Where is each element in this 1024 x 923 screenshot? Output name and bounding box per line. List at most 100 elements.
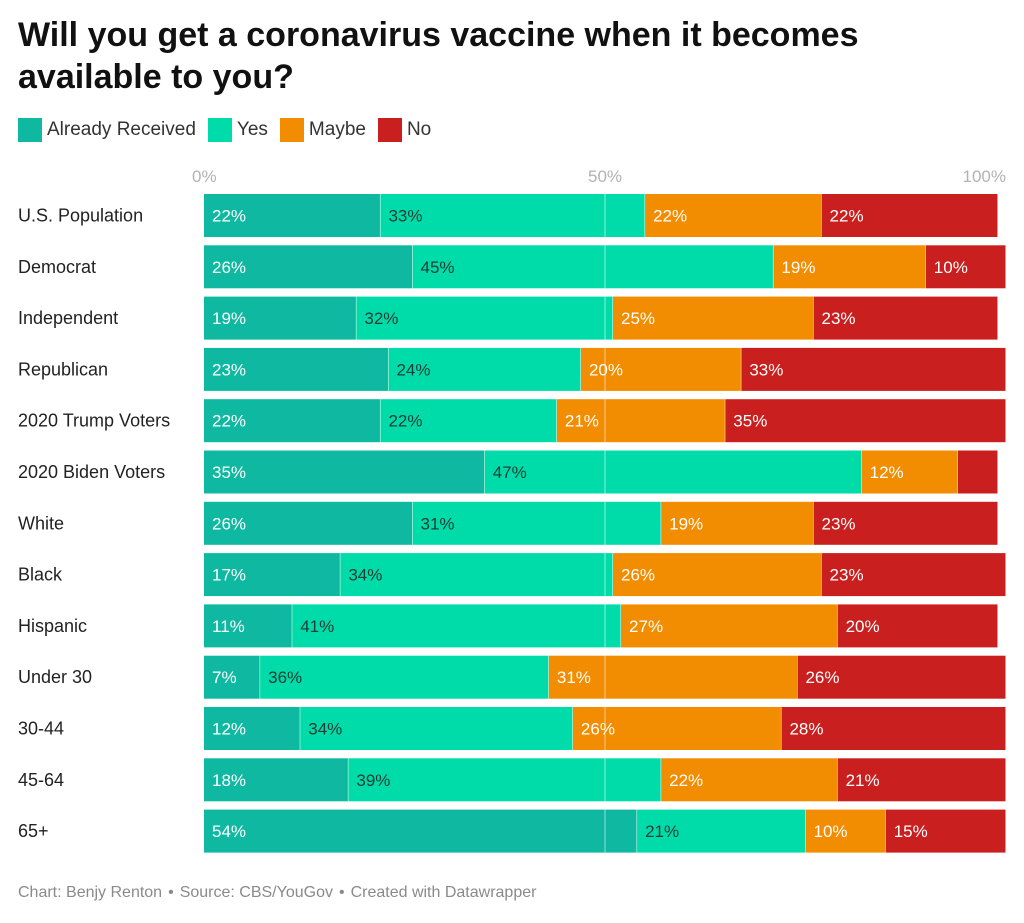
bar-segment-maybe bbox=[645, 194, 822, 237]
bar-segment-maybe bbox=[613, 553, 822, 597]
legend-label-yes: Yes bbox=[236, 119, 268, 140]
data-label: 27% bbox=[629, 617, 663, 636]
stacked-bar-chart: 0% 50% 100% U.S. Population 22% 33% 22% 22% Demo… bbox=[18, 167, 1006, 853]
bar-segment-already-received bbox=[204, 655, 260, 699]
data-label: 21% bbox=[565, 412, 599, 431]
data-label: 31% bbox=[557, 668, 591, 687]
bar-segment-no bbox=[813, 296, 998, 340]
legend-swatch-already-received bbox=[18, 118, 42, 142]
data-label: 26% bbox=[212, 514, 246, 533]
data-label: 34% bbox=[348, 566, 382, 585]
data-label: 47% bbox=[493, 463, 527, 482]
bar-segment-maybe bbox=[661, 758, 838, 802]
data-label: 54% bbox=[212, 822, 246, 841]
category-label: Independent bbox=[18, 308, 118, 328]
legend-swatch-no bbox=[377, 118, 402, 142]
data-label: 23% bbox=[822, 309, 856, 328]
data-label: 35% bbox=[212, 463, 246, 482]
bar-segment-already-received bbox=[204, 194, 380, 237]
bar-segment-maybe bbox=[621, 604, 838, 648]
category-label: 2020 Biden Voters bbox=[18, 462, 165, 482]
legend-label-already-received: Already Received bbox=[47, 119, 196, 140]
data-label: 33% bbox=[388, 207, 422, 226]
bar-segment-maybe bbox=[556, 399, 725, 443]
data-label: 20% bbox=[846, 617, 880, 636]
bar-segment-no bbox=[741, 347, 1006, 391]
bar-segment-yes bbox=[388, 347, 581, 391]
data-label: 34% bbox=[308, 720, 342, 739]
data-label: 23% bbox=[830, 566, 864, 585]
bar-segment-maybe bbox=[572, 707, 781, 750]
bar-segment-no bbox=[925, 245, 1006, 289]
category-label: Under 30 bbox=[18, 667, 92, 687]
data-label: 19% bbox=[781, 258, 815, 277]
bar-segment-maybe bbox=[773, 245, 926, 289]
bar-segment-maybe bbox=[613, 296, 814, 340]
bar-segment-maybe bbox=[661, 501, 814, 545]
data-label: 26% bbox=[212, 258, 246, 277]
legend-swatch-maybe bbox=[279, 118, 304, 142]
data-label: 35% bbox=[733, 412, 767, 431]
data-label: 26% bbox=[621, 566, 655, 585]
category-label: Democrat bbox=[18, 257, 96, 277]
bar-segment-maybe bbox=[580, 347, 741, 391]
bar-segment-no bbox=[781, 707, 1006, 750]
category-label: 30-44 bbox=[18, 719, 64, 739]
data-label: 22% bbox=[653, 207, 687, 226]
bar-segment-no bbox=[813, 501, 998, 545]
data-label: 22% bbox=[388, 412, 422, 431]
legend-item-yes: Yes bbox=[207, 118, 268, 142]
x-tick-label: 100% bbox=[963, 167, 1006, 186]
chart-title: Will you get a coronavirus vaccine when … bbox=[18, 16, 859, 96]
bar-segment-no bbox=[837, 758, 1006, 802]
data-label: 11% bbox=[212, 617, 245, 636]
bar-segment-already-received bbox=[204, 245, 413, 289]
bar-segment-yes bbox=[412, 501, 661, 545]
data-label: 22% bbox=[669, 771, 703, 790]
data-label: 32% bbox=[364, 309, 398, 328]
bar-segment-already-received bbox=[204, 809, 637, 853]
bar-segment-no bbox=[885, 809, 1006, 853]
bar-segment-yes bbox=[348, 758, 661, 802]
data-label: 22% bbox=[212, 207, 246, 226]
data-label: 28% bbox=[789, 720, 823, 739]
data-label: 36% bbox=[268, 668, 302, 687]
category-label: Republican bbox=[18, 359, 108, 379]
footer-chart-credit: Chart: Benjy Renton bbox=[18, 884, 163, 901]
bar-segment-already-received bbox=[204, 399, 380, 443]
data-label: 20% bbox=[589, 360, 623, 379]
bar-segment-already-received bbox=[204, 347, 388, 391]
bar-segment-no bbox=[797, 655, 1006, 699]
bar-segment-already-received bbox=[204, 553, 340, 597]
x-tick-label: 50% bbox=[588, 167, 622, 186]
bar-segment-already-received bbox=[204, 758, 348, 802]
data-label: 26% bbox=[805, 668, 839, 687]
bar-segment-yes bbox=[484, 450, 862, 494]
category-label: 45-64 bbox=[18, 770, 64, 790]
chart-legend: Already Received Yes Maybe No bbox=[18, 118, 443, 142]
bar-segment-yes bbox=[380, 399, 557, 443]
data-label: 15% bbox=[894, 822, 928, 841]
data-label: 21% bbox=[846, 771, 880, 790]
data-label: 12% bbox=[870, 463, 904, 482]
bar-segment-already-received bbox=[204, 296, 356, 340]
data-label: 18% bbox=[212, 771, 246, 790]
bar-segment-no bbox=[821, 553, 1006, 597]
data-label: 23% bbox=[212, 360, 246, 379]
bar-segment-yes bbox=[412, 245, 773, 289]
legend-label-maybe: Maybe bbox=[308, 119, 366, 140]
legend-item-no: No bbox=[377, 118, 431, 142]
bar-segment-already-received bbox=[204, 501, 413, 545]
category-label: U.S. Population bbox=[18, 206, 143, 226]
footer-created-with: Created with Datawrapper bbox=[350, 884, 537, 901]
legend-item-maybe: Maybe bbox=[279, 118, 366, 142]
chart-footer: Chart: Benjy Renton • Source: CBS/YouGov • C… bbox=[18, 884, 536, 902]
category-label: 65+ bbox=[18, 821, 49, 841]
data-label: 39% bbox=[356, 771, 390, 790]
bar-segment-no bbox=[837, 604, 998, 648]
bar-segment-yes bbox=[260, 655, 549, 699]
bar-segment-already-received bbox=[204, 450, 485, 494]
legend-item-already-received: Already Received bbox=[18, 118, 196, 142]
data-label: 21% bbox=[645, 822, 679, 841]
legend-swatch-yes bbox=[207, 118, 232, 142]
